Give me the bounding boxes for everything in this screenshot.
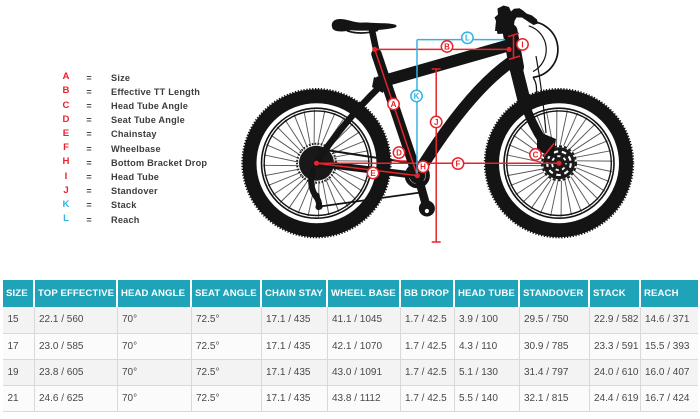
svg-text:L: L <box>465 34 470 43</box>
svg-text:J: J <box>434 118 438 127</box>
svg-text:E: E <box>370 169 376 178</box>
svg-text:F: F <box>456 160 461 169</box>
svg-text:H: H <box>420 163 426 172</box>
svg-text:A: A <box>391 100 397 109</box>
svg-text:D: D <box>396 149 402 158</box>
svg-text:B: B <box>444 42 450 51</box>
svg-text:C: C <box>533 150 539 159</box>
svg-text:I: I <box>521 40 523 49</box>
svg-text:K: K <box>414 92 420 101</box>
